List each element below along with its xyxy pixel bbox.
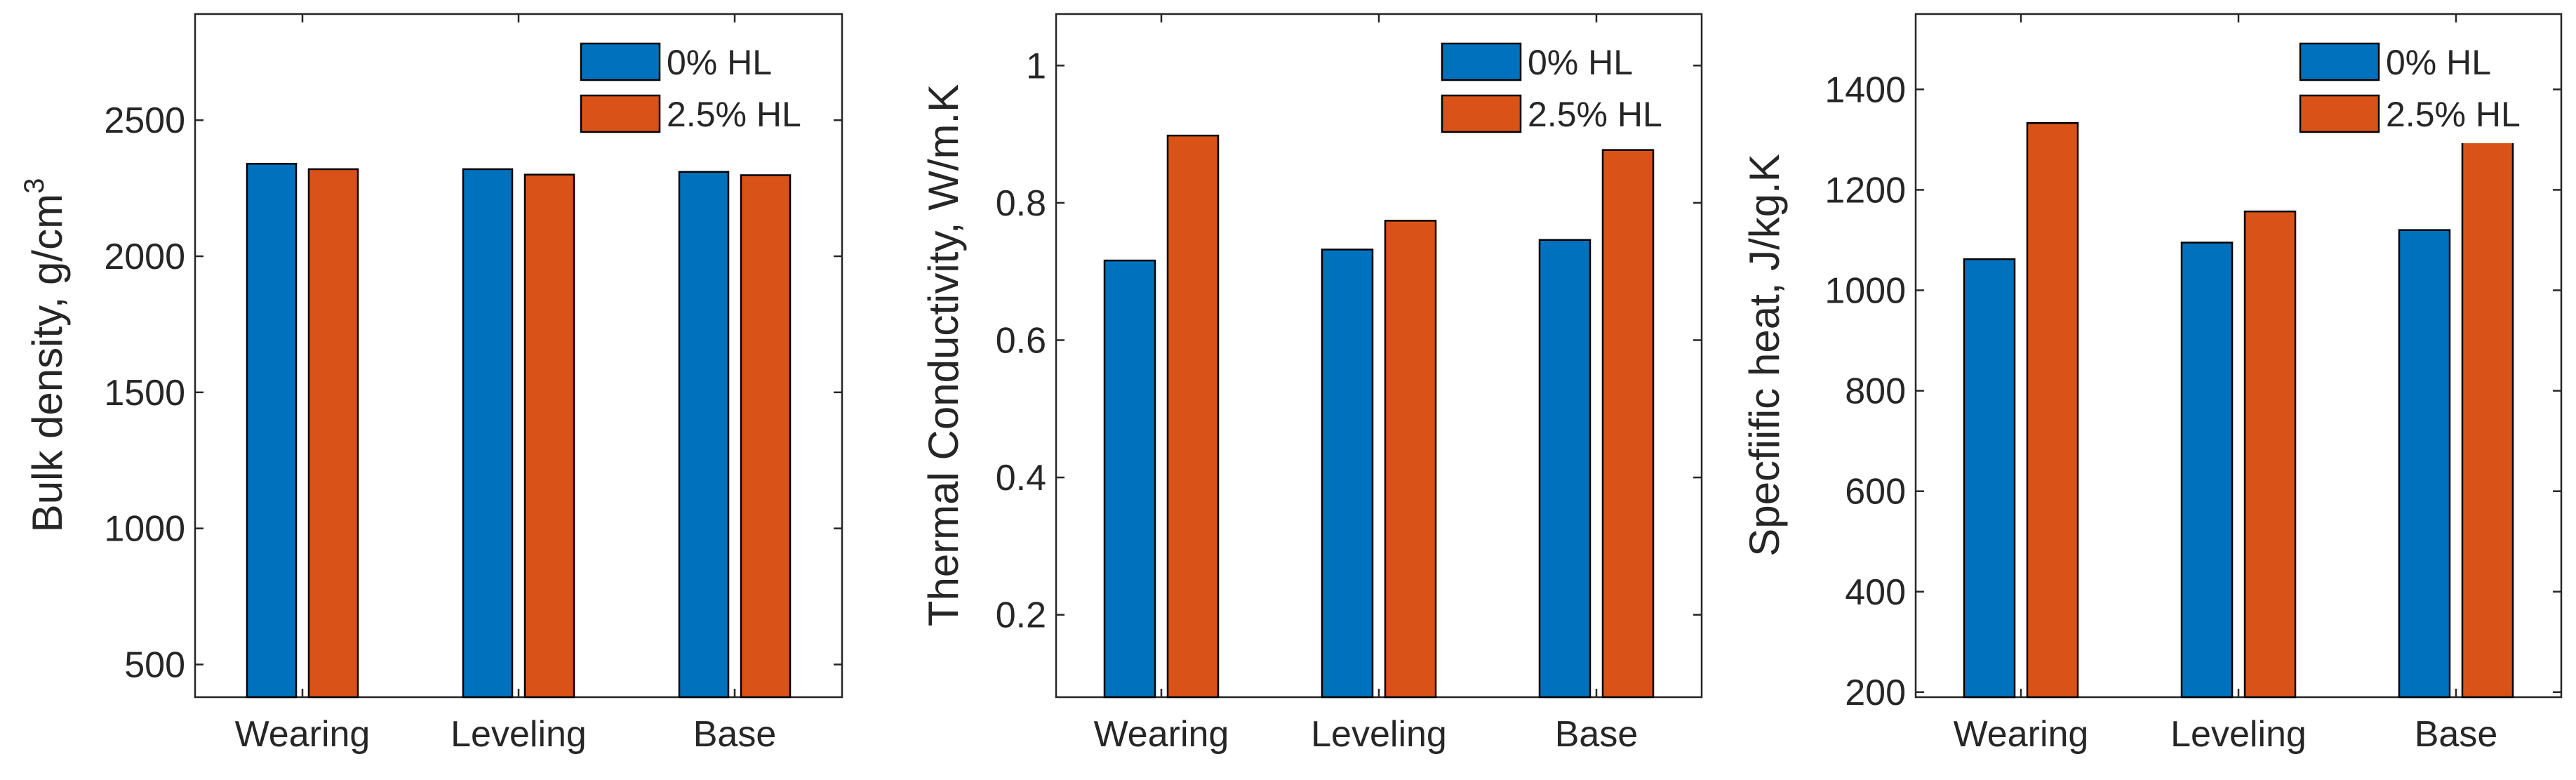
legend-label-1: 2.5% HL [667, 95, 801, 134]
y-tick-label: 2000 [104, 237, 185, 277]
bar [246, 162, 298, 699]
bars [1103, 134, 1655, 699]
legend-label-0: 0% HL [667, 43, 772, 82]
legend-label-1: 2.5% HL [2386, 95, 2521, 134]
x-tick-label: Wearing [235, 714, 371, 755]
x-axis-tick-labels: Wearing Leveling Base [1954, 714, 2498, 755]
y-tick-label: 0.8 [996, 183, 1046, 224]
y-tick-label: 1000 [1824, 270, 1906, 311]
bar [1963, 258, 2016, 699]
x-tick-label: Leveling [451, 714, 587, 755]
x-tick-label: Wearing [1954, 714, 2089, 755]
bar [1538, 239, 1591, 699]
y-tick-label: 0.2 [996, 595, 1046, 636]
bar [307, 168, 359, 699]
y-tick-label: 2500 [104, 100, 185, 141]
bar [1384, 220, 1437, 699]
y-axis-title: Specfiific heat, J/kg.K [1741, 154, 1788, 557]
y-axis-ticks: 0.2 0.4 0.6 0.8 1 [996, 14, 1702, 697]
bar [462, 168, 514, 699]
y-tick-label: 0.4 [996, 458, 1046, 498]
x-tick-label: Base [693, 714, 777, 755]
y-axis-title: Thermal Conductivity, W/m.K [920, 84, 967, 626]
bars [1963, 122, 2514, 699]
bar [1321, 249, 1374, 699]
y-tick-label: 1 [1026, 46, 1046, 86]
bar [2461, 136, 2514, 699]
x-tick-label: Leveling [2170, 714, 2307, 755]
bar [2180, 242, 2234, 699]
y-axis-ticks: 500 1000 1500 2000 2500 [104, 14, 842, 697]
y-tick-label: 0.6 [996, 320, 1046, 361]
legend-label-1: 2.5% HL [1528, 95, 1662, 134]
bar [2243, 210, 2297, 699]
legend: 0% HL 2.5% HL [574, 34, 821, 143]
x-tick-label: Wearing [1094, 714, 1229, 755]
x-tick-label: Leveling [1311, 714, 1447, 755]
x-axis-tick-labels: Wearing Leveling Base [1094, 714, 1639, 755]
y-tick-label: 400 [1845, 572, 1906, 613]
bar [1601, 149, 1655, 699]
x-tick-label: Base [1555, 714, 1639, 755]
bar [1166, 134, 1220, 699]
legend-label-0: 0% HL [2386, 43, 2491, 82]
bar [678, 171, 730, 699]
legend: 0% HL 2.5% HL [2293, 34, 2540, 143]
x-axis-tick-labels: Wearing Leveling Base [235, 714, 777, 755]
legend-swatch-1 [1441, 94, 1522, 133]
legend-label-0: 0% HL [1528, 43, 1633, 82]
thermal-conductivity-chart: 0.2 0.4 0.6 0.8 1 Wearing Leveling Base Therma… [920, 13, 1703, 755]
y-tick-label: 1000 [104, 509, 185, 550]
legend-swatch-1 [2299, 94, 2380, 133]
bars [246, 162, 792, 699]
y-tick-label: 600 [1845, 472, 1906, 513]
y-tick-label: 1500 [104, 373, 185, 414]
specific-heat-chart: 200 400 600 800 1000 1200 1400 Wearing Leveling… [1741, 13, 2563, 755]
bar [2026, 122, 2079, 699]
bar [740, 174, 792, 699]
bar [2398, 229, 2451, 699]
y-axis-title: Bulk density, g/cm3 [19, 178, 71, 533]
legend-swatch-1 [580, 94, 661, 133]
legend-swatch-0 [1441, 42, 1522, 81]
y-tick-label: 1400 [1824, 70, 1906, 110]
bar [523, 173, 575, 699]
y-axis-ticks: 200 400 600 800 1000 1200 1400 [1824, 14, 2561, 713]
x-tick-label: Base [2415, 714, 2498, 755]
legend: 0% HL 2.5% HL [1435, 34, 1682, 143]
y-tick-label: 1200 [1824, 170, 1906, 211]
legend-swatch-0 [580, 42, 661, 81]
y-tick-label: 200 [1845, 673, 1906, 713]
y-tick-label: 500 [124, 645, 185, 685]
y-tick-label: 800 [1845, 371, 1906, 412]
legend-swatch-0 [2299, 42, 2380, 81]
bar [1103, 259, 1156, 699]
